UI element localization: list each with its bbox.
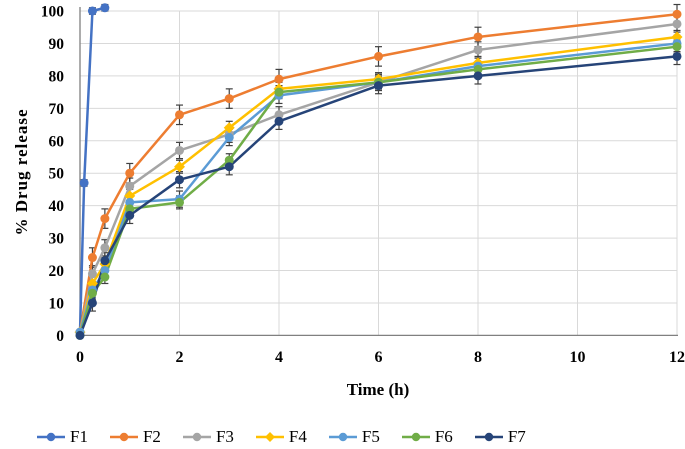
series-marker-F3	[672, 19, 682, 29]
legend-marker-F7	[474, 432, 503, 441]
series-marker-F2	[274, 74, 284, 84]
y-tick-label: 80	[49, 68, 65, 85]
series-marker-F6	[473, 64, 483, 74]
series-line-F7	[78, 55, 679, 337]
legend-item-F7: F7	[474, 427, 526, 446]
legend: F1 F2 F3 F4 F5 F6 F7	[37, 424, 526, 449]
legend-marker-F4	[255, 431, 284, 442]
x-tick-label: 8	[474, 349, 482, 366]
series-marker-F1	[100, 3, 110, 13]
legend-item-F2: F2	[109, 427, 161, 446]
series-marker-F4	[671, 31, 683, 43]
series-marker-F6	[672, 42, 682, 52]
series-marker-F6	[87, 288, 97, 298]
series-marker-F4	[124, 190, 136, 202]
y-tick-label: 60	[49, 133, 65, 150]
series-marker-F4	[223, 122, 235, 134]
legend-label-F3: F3	[215, 427, 234, 446]
series-marker-F5	[224, 133, 234, 143]
series-line-F3	[78, 22, 679, 334]
series-marker-F7	[175, 175, 184, 185]
legend-item-F5: F5	[328, 427, 380, 446]
series-marker-F1	[87, 6, 97, 16]
series-marker-F7	[274, 116, 284, 126]
series-marker-F2	[224, 94, 234, 104]
series-marker-F2	[374, 51, 383, 61]
y-tick-label: 50	[49, 166, 65, 183]
series-marker-F7	[125, 210, 135, 220]
series-marker-F2	[672, 9, 682, 19]
legend-label-F1: F1	[70, 427, 88, 446]
x-tick-label: 12	[669, 349, 685, 366]
x-axis-title: Time (h)	[346, 380, 410, 399]
legend-label-F6: F6	[434, 427, 453, 446]
series-marker-F6	[125, 204, 135, 214]
legend-label-F5: F5	[361, 427, 380, 446]
x-tick-label: 4	[275, 349, 283, 366]
series-marker-F4	[86, 277, 98, 289]
series-marker-F7	[473, 71, 483, 81]
series-marker-F6	[175, 197, 184, 207]
y-axis-title: % Drug release	[12, 108, 31, 236]
y-tick-label: 100	[41, 4, 65, 21]
legend-label-F2: F2	[142, 427, 161, 446]
legend-item-F4: F4	[255, 427, 307, 446]
y-tick-label: 90	[49, 36, 65, 53]
series-marker-F5	[100, 266, 110, 276]
legend-item-F3: F3	[182, 427, 234, 446]
series-marker-F3	[125, 181, 135, 191]
legend-marker-F2	[109, 432, 138, 441]
series-marker-F2	[125, 168, 135, 178]
legend-marker-F1	[37, 432, 65, 441]
legend-marker-F3	[182, 432, 211, 441]
y-tick-label: 40	[49, 198, 65, 215]
series-marker-F3	[274, 110, 284, 120]
series-line-F2	[78, 12, 679, 334]
series-marker-F2	[473, 32, 483, 42]
plot-area: 0 10 20 30 40 50 60 70 80 90 100 0 2 4 6 8 10 12	[41, 3, 685, 366]
legend-marker-F5	[328, 432, 357, 441]
series-marker-F7	[672, 51, 682, 61]
series-marker-F3	[87, 269, 97, 279]
series-marker-F7	[100, 256, 110, 266]
series-marker-F7	[374, 81, 383, 91]
series-marker-F2	[100, 214, 110, 224]
x-tick-label: 0	[76, 349, 84, 366]
legend-label-F4: F4	[288, 427, 307, 446]
series-marker-F4	[174, 161, 185, 173]
x-tick-label: 10	[570, 349, 586, 366]
legend-marker-F6	[401, 432, 430, 441]
legend-label-F7: F7	[507, 427, 526, 446]
x-tick-label: 2	[176, 349, 184, 366]
y-tick-label: 30	[49, 231, 65, 248]
series-marker-F7	[75, 330, 85, 340]
series-marker-F3	[175, 145, 184, 155]
series-marker-F7	[224, 162, 234, 172]
series-marker-F6	[274, 87, 284, 97]
series-marker-F7	[87, 298, 97, 308]
y-tick-label: 0	[56, 328, 64, 345]
series-marker-F2	[175, 110, 184, 120]
x-tick-label: 6	[375, 349, 383, 366]
series-marker-F2	[87, 253, 97, 263]
series-marker-F6	[224, 155, 234, 165]
series-marker-F6	[100, 272, 110, 282]
y-tick-label: 20	[49, 263, 65, 280]
legend-item-F6: F6	[401, 427, 453, 446]
series-marker-F5	[125, 197, 135, 207]
series-line-F1	[78, 6, 107, 334]
series-marker-F3	[100, 243, 110, 253]
legend-item-F1: F1	[37, 428, 88, 445]
y-tick-label: 70	[49, 101, 65, 118]
y-tick-label: 10	[49, 295, 65, 312]
series-marker-F3	[473, 45, 483, 55]
series-line-F4	[78, 35, 679, 334]
series-marker-F1	[79, 178, 89, 188]
